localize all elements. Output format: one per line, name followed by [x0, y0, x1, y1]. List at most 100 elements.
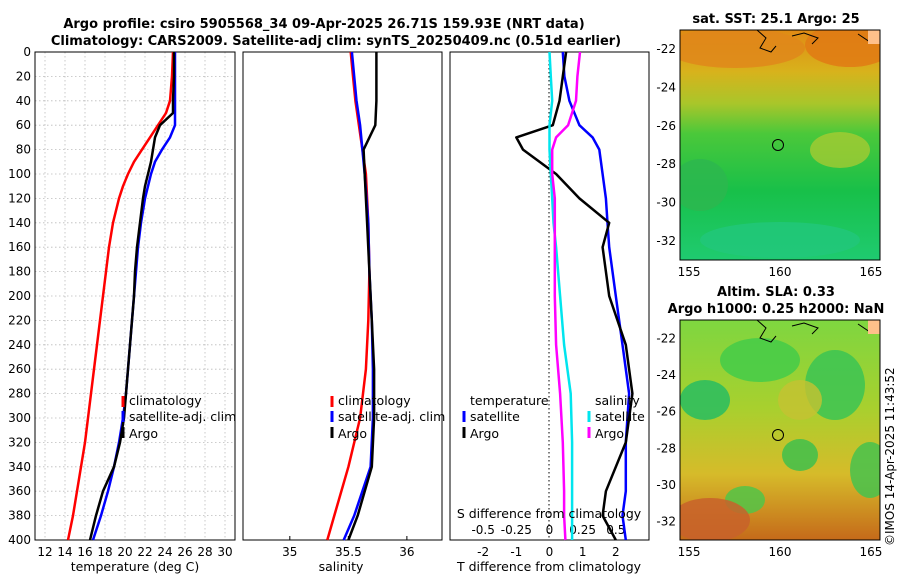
sst-land-patch — [868, 30, 880, 44]
temperature-tick-8: 28 — [197, 545, 212, 559]
sla-profile-marker — [772, 429, 784, 441]
title-line2: Climatology: CARS2009. Satellite-adj cli… — [51, 34, 621, 49]
difference-legend: temperature satellite Argo salinity sate… — [462, 393, 645, 441]
depth-tick-6: 120 — [8, 191, 31, 205]
t-diff-tick-4: 2 — [612, 545, 620, 559]
depth-tick-12: 240 — [8, 338, 31, 352]
sla-green-patch-2 — [680, 380, 730, 420]
depth-tick-7: 140 — [8, 216, 31, 230]
depth-tick-20: 400 — [8, 533, 31, 547]
d-legend-s-satellite: satellite — [595, 409, 645, 424]
sst-coast-contour — [756, 30, 777, 53]
temperature-tick-labels: 12 14 16 18 20 22 24 26 28 30 — [37, 545, 232, 559]
sst-xtick-1: 160 — [769, 265, 792, 279]
salinity-tick-1: 35.5 — [335, 545, 362, 559]
difference-line-s-argo — [550, 51, 582, 541]
sla-map-frame — [679, 319, 881, 541]
t-diff-tick-3: 1 — [579, 545, 587, 559]
depth-tick-15: 300 — [8, 411, 31, 425]
temperature-tick-9: 30 — [217, 545, 232, 559]
depth-tick-4: 80 — [16, 143, 31, 157]
temperature-line-climatology — [66, 51, 175, 541]
depth-tick-10: 200 — [8, 289, 31, 303]
s-diff-tick-3: 0.25 — [569, 523, 596, 537]
title-line1: Argo profile: csiro 5905568_34 09-Apr-20… — [63, 17, 584, 32]
t-difference-xlabel: T difference from climatology — [456, 559, 642, 574]
depth-tick-11: 220 — [8, 313, 31, 327]
sst-warm-blob — [810, 132, 870, 168]
sst-warm-patch-east — [805, 30, 880, 67]
legend-satellite: satellite-adj. clim — [129, 409, 236, 424]
depth-tick-0: 0 — [23, 45, 31, 59]
legend-climatology: climatology — [129, 393, 202, 408]
depth-tick-5: 100 — [8, 167, 31, 181]
sst-ytick-0: -22 — [656, 42, 676, 56]
s-diff-tick-1: -0.25 — [501, 523, 532, 537]
sst-ytick-2: -26 — [656, 119, 676, 133]
sla-green-patch-4 — [782, 439, 818, 471]
sst-ytick-4: -30 — [656, 196, 676, 210]
sla-ytick-0: -22 — [656, 331, 676, 345]
sla-xtick-1: 160 — [769, 545, 792, 559]
sst-ytick-3: -28 — [656, 157, 676, 171]
salinity-line-climatology — [326, 51, 371, 541]
depth-tick-18: 360 — [8, 484, 31, 498]
s-diff-tick-0: -0.5 — [471, 523, 494, 537]
sla-ytick-1: -24 — [656, 368, 676, 382]
depth-tick-14: 280 — [8, 387, 31, 401]
temperature-legend: climatology satellite-adj. clim Argo — [121, 393, 236, 441]
sst-xtick-2: 165 — [859, 265, 882, 279]
salinity-tick-2: 36 — [399, 545, 414, 559]
depth-tick-19: 380 — [8, 509, 31, 523]
salinity-xlabel: salinity — [319, 559, 364, 574]
d-legend-t-argo: Argo — [470, 426, 499, 441]
sla-coast-contour — [756, 320, 777, 343]
temperature-lines — [66, 51, 177, 541]
salinity-panel: 35 35.5 36 salinity climatology satellite-… — [242, 51, 445, 574]
d-legend-temperature: temperature — [470, 393, 549, 408]
imos-watermark: ©IMOS 14-Apr-2025 11:43:52 — [883, 367, 897, 546]
legend-argo: Argo — [129, 426, 158, 441]
temperature-tick-3: 18 — [97, 545, 112, 559]
depth-tick-17: 340 — [8, 460, 31, 474]
sst-teal-patch — [700, 222, 860, 258]
sst-map-tick-labels: 155 160 165 -22 -24 -26 -28 -30 -32 — [656, 42, 882, 279]
depth-tick-labels: 0 20 40 60 80 100 120 140 160 180 200 220 240 260 280 3… — [8, 45, 31, 547]
sla-ytick-3: -28 — [656, 441, 676, 455]
sla-map-tick-labels: 155 160 165 -22 -24 -26 -28 -30 -32 — [656, 331, 882, 559]
depth-tick-1: 20 — [16, 69, 31, 83]
depth-tick-8: 160 — [8, 240, 31, 254]
temperature-line-argo — [88, 52, 176, 541]
difference-line-s-satellite — [548, 51, 574, 540]
depth-tick-3: 60 — [16, 118, 31, 132]
difference-lines — [515, 51, 634, 541]
depth-tick-16: 320 — [8, 435, 31, 449]
sla-ytick-2: -26 — [656, 405, 676, 419]
sla-map-title-line1: Altim. SLA: 0.33 — [717, 285, 835, 300]
temperature-tick-6: 24 — [157, 545, 172, 559]
sst-profile-marker — [772, 139, 784, 151]
depth-tick-13: 260 — [8, 362, 31, 376]
sla-xtick-2: 165 — [859, 545, 882, 559]
t-diff-tick-0: -2 — [477, 545, 489, 559]
sst-map-panel: sat. SST: 25.1 Argo: 25 155 160 165 -22 -24 -… — [656, 12, 882, 279]
sla-land-patch — [868, 320, 880, 334]
temperature-axes-frame — [34, 51, 236, 541]
depth-tick-9: 180 — [8, 265, 31, 279]
s-diff-tick-2: 0 — [546, 523, 554, 537]
salinity-tick-0: 35 — [282, 545, 297, 559]
sst-ytick-1: -24 — [656, 81, 676, 95]
salinity-tick-labels: 35 35.5 36 — [282, 536, 415, 559]
temperature-tick-2: 16 — [77, 545, 92, 559]
s-difference-tick-labels: -0.5 -0.25 0 0.25 0.5 — [471, 523, 625, 537]
temperature-tick-4: 20 — [117, 545, 132, 559]
difference-panel: -2 -1 0 1 2 -0.5 -0.25 0 0.25 0.5 T difference f… — [449, 51, 650, 574]
salinity-legend: climatology satellite-adj. clim Argo — [330, 393, 445, 441]
d-legend-s-argo: Argo — [595, 426, 624, 441]
s-legend-argo: Argo — [338, 426, 367, 441]
s-difference-xlabel: S difference from climatology — [457, 506, 642, 521]
sst-map-frame — [679, 29, 881, 261]
sla-orange-patch — [680, 498, 750, 540]
temperature-tick-1: 14 — [57, 545, 72, 559]
t-difference-tick-labels: -2 -1 0 1 2 — [477, 545, 619, 559]
